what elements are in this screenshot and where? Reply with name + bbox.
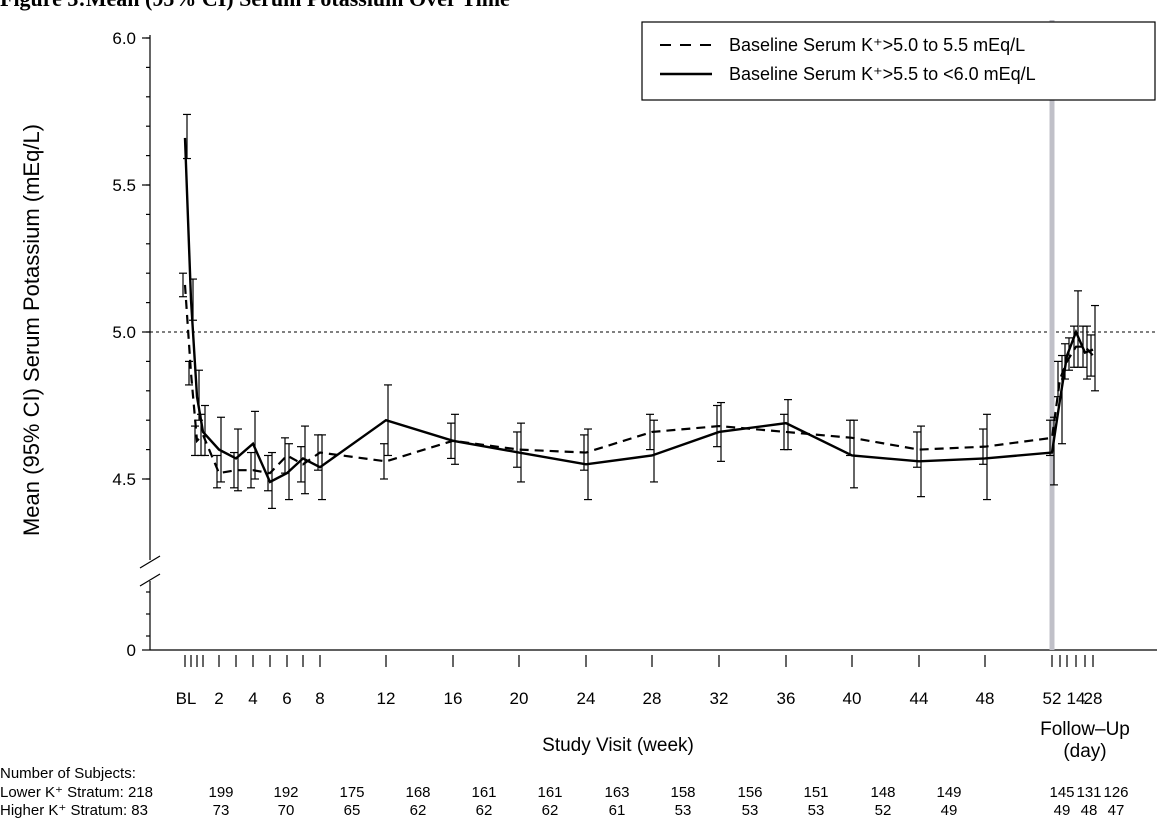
x-axis-label: Study Visit (week) — [542, 735, 694, 756]
subjects-count-lower: 161 — [537, 784, 562, 801]
x-tick-label: BL — [176, 689, 197, 708]
subjects-row-label-higher: Higher K⁺ Stratum: 83 — [0, 802, 148, 819]
subjects-count-lower: 163 — [604, 784, 629, 801]
subjects-count-lower: 158 — [670, 784, 695, 801]
series-solid — [183, 113, 1099, 509]
subjects-count-higher: 53 — [742, 802, 759, 819]
y-tick-label: 4.5 — [112, 470, 136, 489]
y-axis-break-mark — [139, 555, 161, 569]
x-tick-label: 8 — [315, 689, 324, 708]
x-tick-label: 16 — [444, 689, 463, 708]
subjects-count-higher: 62 — [410, 802, 427, 819]
subjects-count-higher: 70 — [278, 802, 295, 819]
x-tick-label: 6 — [282, 689, 291, 708]
subjects-count-higher: 49 — [941, 802, 958, 819]
subjects-count-higher: 52 — [875, 802, 892, 819]
series-group — [179, 113, 1099, 509]
x-tick-label: 28 — [643, 689, 662, 708]
subjects-count-lower: 145 — [1049, 784, 1074, 801]
series-line — [183, 137, 1094, 484]
x-tick-label: 4 — [248, 689, 257, 708]
x-tick-label: 44 — [910, 689, 929, 708]
subjects-count-lower: 161 — [471, 784, 496, 801]
subjects-count-higher: 73 — [213, 802, 230, 819]
x-tick-label: 2 — [214, 689, 223, 708]
reference-lines — [150, 20, 1157, 650]
subjects-count-higher: 61 — [609, 802, 626, 819]
subjects-count-higher: 53 — [808, 802, 825, 819]
x-tick-label: 28 — [1084, 689, 1103, 708]
subjects-count-lower: 168 — [405, 784, 430, 801]
x-tick-label: 14 — [1067, 689, 1086, 708]
x-tick-label: 36 — [777, 689, 796, 708]
x-tick-label: 12 — [377, 689, 396, 708]
subjects-count-lower: 192 — [273, 784, 298, 801]
subjects-count-lower: 175 — [339, 784, 364, 801]
y-tick-label: 0 — [127, 641, 136, 660]
subjects-count-higher: 62 — [476, 802, 493, 819]
subjects-count-higher: 62 — [542, 802, 559, 819]
x-tick-label: 40 — [843, 689, 862, 708]
y-tick-label: 5.5 — [112, 176, 136, 195]
x-tick-label: 52 — [1043, 689, 1062, 708]
y-axis: 0 4.5 5.0 5.5 6.0 — [112, 29, 161, 660]
subjects-count-lower: 131 — [1076, 784, 1101, 801]
subjects-table: Number of Subjects: Lower K⁺ Stratum: 21… — [0, 765, 1129, 819]
subjects-count-lower: 148 — [870, 784, 895, 801]
subjects-row-label-lower: Lower K⁺ Stratum: 218 — [0, 784, 153, 801]
subjects-count-lower: 199 — [208, 784, 233, 801]
x-tick-label: 20 — [510, 689, 529, 708]
subjects-count-higher: 65 — [344, 802, 361, 819]
subjects-count-lower: 126 — [1103, 784, 1128, 801]
followup-label-line1: Follow–Up — [1040, 719, 1130, 740]
subjects-count-higher: 49 — [1054, 802, 1071, 819]
y-tick-label: 6.0 — [112, 29, 136, 48]
legend: Baseline Serum K⁺>5.0 to 5.5 mEq/L Basel… — [641, 21, 1156, 101]
y-axis-label: Mean (95% CI) Serum Potassium (mEq/L) — [19, 124, 44, 536]
x-tick-label: 24 — [577, 689, 596, 708]
x-tick-label: 32 — [710, 689, 729, 708]
subjects-count-lower: 151 — [803, 784, 828, 801]
legend-entry-dashed: Baseline Serum K⁺>5.0 to 5.5 mEq/L — [729, 35, 1025, 55]
subjects-count-higher: 53 — [675, 802, 692, 819]
subjects-heading: Number of Subjects: — [0, 765, 136, 782]
subjects-count-higher: 47 — [1108, 802, 1125, 819]
subjects-count-lower: 149 — [936, 784, 961, 801]
subjects-count-higher: 48 — [1081, 802, 1098, 819]
x-tick-label: 48 — [976, 689, 995, 708]
legend-box — [641, 21, 1156, 101]
y-tick-label: 5.0 — [112, 323, 136, 342]
series-line — [183, 284, 1094, 475]
legend-entry-solid: Baseline Serum K⁺>5.5 to <6.0 mEq/L — [729, 64, 1036, 84]
followup-label-line2: (day) — [1063, 741, 1106, 762]
chart-title: Figure 3:Mean (95% CI) Serum Potassium O… — [0, 0, 510, 11]
subjects-count-lower: 156 — [737, 784, 762, 801]
y-axis-break-mark — [139, 573, 161, 587]
